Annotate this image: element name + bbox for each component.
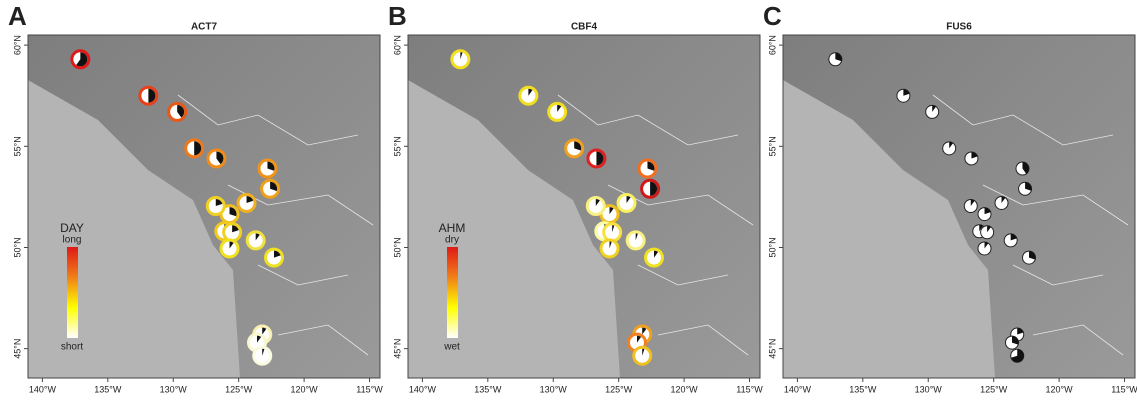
x-tick-label: 135°W xyxy=(849,384,877,394)
y-tick-label: 60°N xyxy=(767,35,777,55)
y-tick-label: 55°N xyxy=(767,136,777,156)
panel-letter: A xyxy=(8,1,27,31)
y-tick-label: 60°N xyxy=(392,35,402,55)
x-tick-label: 120°W xyxy=(1046,384,1074,394)
x-tick-label: 140°W xyxy=(29,384,57,394)
x-tick-label: 135°W xyxy=(94,384,122,394)
x-tick-label: 125°W xyxy=(605,384,633,394)
map-panel xyxy=(408,35,760,378)
map-panel xyxy=(28,35,380,378)
legend-high: dry xyxy=(445,235,459,246)
y-tick-label: 45°N xyxy=(392,339,402,359)
legend-colorbar xyxy=(67,247,78,338)
legend-title: DAY xyxy=(60,221,84,235)
map-panel xyxy=(783,35,1135,378)
legend-low: wet xyxy=(443,342,460,353)
panel-letter: C xyxy=(763,1,782,31)
x-tick-label: 130°W xyxy=(915,384,943,394)
x-tick-label: 130°W xyxy=(160,384,188,394)
x-tick-label: 130°W xyxy=(540,384,568,394)
figure: A ACT7 140°W 135°W 130°W 125°W 120°W 115°W 45°N 5… xyxy=(0,0,1137,400)
x-tick-label: 125°W xyxy=(980,384,1008,394)
legend-title: AHM xyxy=(439,221,466,235)
y-tick-label: 60°N xyxy=(12,35,22,55)
legend-high: long xyxy=(63,235,82,246)
x-tick-label: 140°W xyxy=(409,384,437,394)
y-tick-label: 50°N xyxy=(392,237,402,257)
panel-letter: B xyxy=(388,1,407,31)
x-tick-label: 115°W xyxy=(356,384,383,394)
y-tick-label: 50°N xyxy=(767,237,777,257)
y-tick-label: 50°N xyxy=(12,237,22,257)
panel-title: ACT7 xyxy=(191,22,218,33)
y-tick-label: 45°N xyxy=(767,339,777,359)
y-tick-label: 55°N xyxy=(392,136,402,156)
y-tick-label: 55°N xyxy=(12,136,22,156)
legend-colorbar xyxy=(447,247,458,338)
x-tick-label: 125°W xyxy=(225,384,253,394)
legend-low: short xyxy=(61,342,83,353)
x-tick-label: 120°W xyxy=(291,384,319,394)
x-tick-label: 115°W xyxy=(736,384,763,394)
x-tick-label: 115°W xyxy=(1111,384,1137,394)
panel-title: FUS6 xyxy=(946,22,972,33)
x-tick-label: 135°W xyxy=(474,384,502,394)
x-tick-label: 140°W xyxy=(784,384,812,394)
y-tick-label: 45°N xyxy=(12,339,22,359)
panel-title: CBF4 xyxy=(571,22,598,33)
x-tick-label: 120°W xyxy=(671,384,699,394)
